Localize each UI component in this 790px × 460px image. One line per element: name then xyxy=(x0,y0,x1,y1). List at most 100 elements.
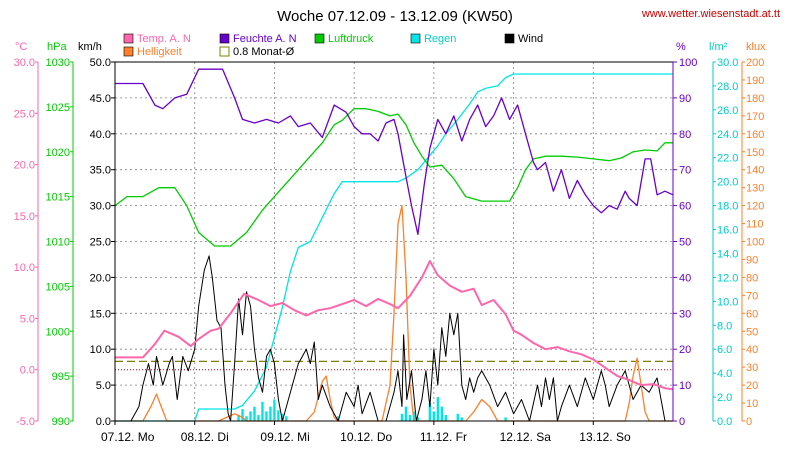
tick-label-pressure: 995 xyxy=(52,371,70,383)
tick-label-humidity: 90 xyxy=(679,93,691,105)
tick-label-rain: 14.0 xyxy=(717,248,738,260)
tick-label-rain: 8.0 xyxy=(717,320,732,332)
tick-label-wind: 40.0 xyxy=(90,129,111,141)
tick-label-rain: 10.0 xyxy=(717,296,738,308)
legend-item-temp: Temp. A. N xyxy=(123,33,191,45)
tick-label-rain: 16.0 xyxy=(717,225,738,237)
x-tick-label: 10.12. Do xyxy=(340,430,392,444)
legend-item-rain: Regen xyxy=(410,33,456,45)
rain-bar xyxy=(269,406,272,421)
tick-label-humidity: 0 xyxy=(679,416,685,428)
tick-label-wind: 20.0 xyxy=(90,272,111,284)
rain-bar xyxy=(400,413,404,421)
tick-label-temp: 25.0 xyxy=(14,108,35,120)
tick-label-klux: 70 xyxy=(746,290,758,302)
tick-label-klux: 100 xyxy=(746,237,764,249)
axis-ticks: 30.025.020.015.010.05.00.0-5.01030102510… xyxy=(14,57,765,428)
tick-label-pressure: 1020 xyxy=(46,147,70,159)
rain-bar xyxy=(408,415,412,421)
series-pressure-line xyxy=(114,108,673,247)
rain-bar xyxy=(456,413,459,421)
tick-label-wind: 50.0 xyxy=(90,57,111,69)
tick-label-rain: 20.0 xyxy=(717,177,738,189)
tick-label-pressure: 1015 xyxy=(46,192,70,204)
x-tick-label: 08.12. Di xyxy=(181,430,229,444)
tick-label-wind: 10.0 xyxy=(90,344,111,356)
rain-bar xyxy=(460,417,463,421)
tick-label-temp: 20.0 xyxy=(14,160,35,172)
rain-bar xyxy=(237,415,240,421)
tick-label-wind: 30.0 xyxy=(90,201,111,213)
tick-label-rain: 24.0 xyxy=(717,129,738,141)
tick-label-klux: 90 xyxy=(746,254,758,266)
tick-label-klux: 30 xyxy=(746,362,758,374)
rain-bar xyxy=(337,416,340,421)
tick-label-rain: 6.0 xyxy=(717,344,732,356)
axis-unit-wind: km/h xyxy=(78,41,102,53)
legend-label-wind: Wind xyxy=(518,33,543,45)
tick-label-klux: 10 xyxy=(746,398,758,410)
plot-background xyxy=(115,62,673,421)
tick-label-humidity: 20 xyxy=(679,344,691,356)
tick-label-humidity: 70 xyxy=(679,165,691,177)
tick-label-humidity: 80 xyxy=(679,129,691,141)
tick-label-temp: -5.0 xyxy=(16,416,35,428)
series-temp-line xyxy=(115,260,674,391)
plot-area xyxy=(114,61,674,422)
tick-label-pressure: 1025 xyxy=(46,102,70,114)
tick-label-rain: 26.0 xyxy=(717,105,738,117)
tick-label-rain: 28.0 xyxy=(717,81,738,93)
rain-bar xyxy=(436,397,440,421)
tick-label-temp: 0.0 xyxy=(20,365,35,377)
tick-label-klux: 200 xyxy=(746,57,764,69)
legend-item-pressure: Luftdruck xyxy=(314,33,374,45)
tick-label-temp: 10.0 xyxy=(14,262,35,274)
series-rain-line xyxy=(115,73,673,422)
legend-swatch-brightness xyxy=(123,46,134,57)
rain-bar xyxy=(265,411,268,421)
rain-bar xyxy=(428,403,432,421)
axis-unit-klux: klux xyxy=(746,41,766,53)
rain-bar xyxy=(273,399,276,421)
rain-bar xyxy=(281,413,284,421)
tick-label-klux: 20 xyxy=(746,380,758,392)
grid xyxy=(115,62,673,421)
legend-swatch-rain xyxy=(410,33,421,44)
tick-label-rain: 22.0 xyxy=(717,153,738,165)
legend-swatch-humidity xyxy=(219,33,230,44)
source-url: www.wetter.wiesenstadt.at.tt xyxy=(641,8,780,20)
legend-swatch-pressure xyxy=(314,33,325,44)
tick-label-pressure: 990 xyxy=(52,416,70,428)
tick-label-rain: 2.0 xyxy=(717,392,732,404)
tick-label-rain: 12.0 xyxy=(717,272,738,284)
axis-unit-pressure: hPa xyxy=(47,41,67,53)
tick-label-klux: 160 xyxy=(746,129,764,141)
tick-label-pressure: 1000 xyxy=(46,326,70,338)
rain-bar xyxy=(277,410,280,421)
rain-bar xyxy=(504,417,507,421)
rain-bar xyxy=(404,406,408,421)
legend-swatch-monthly-avg xyxy=(219,46,230,57)
tick-label-humidity: 40 xyxy=(679,272,691,284)
tick-label-klux: 80 xyxy=(746,272,758,284)
tick-label-humidity: 100 xyxy=(679,57,697,69)
tick-label-pressure: 1030 xyxy=(46,57,70,69)
rain-bar xyxy=(416,417,420,421)
rain-bar xyxy=(285,416,288,421)
legend-label-rain: Regen xyxy=(424,33,456,45)
legend-label-temp: Temp. A. N xyxy=(137,33,191,45)
legend-item-brightness: Helligkeit xyxy=(123,46,182,58)
tick-label-rain: 4.0 xyxy=(717,368,732,380)
tick-label-klux: 120 xyxy=(746,201,764,213)
x-tick-label: 12.12. Sa xyxy=(500,430,552,444)
legend-label-monthly-avg: 0.8 Monat-Ø xyxy=(233,46,295,58)
axis-unit-rain: l/m² xyxy=(709,41,728,53)
legend-item-monthly-avg: 0.8 Monat-Ø xyxy=(219,46,295,58)
legend-label-brightness: Helligkeit xyxy=(137,46,182,58)
x-tick-label: 13.12. So xyxy=(579,430,631,444)
tick-label-wind: 35.0 xyxy=(90,165,111,177)
series-humidity-line xyxy=(115,68,674,235)
tick-label-temp: 15.0 xyxy=(14,211,35,223)
tick-label-temp: 5.0 xyxy=(20,313,35,325)
